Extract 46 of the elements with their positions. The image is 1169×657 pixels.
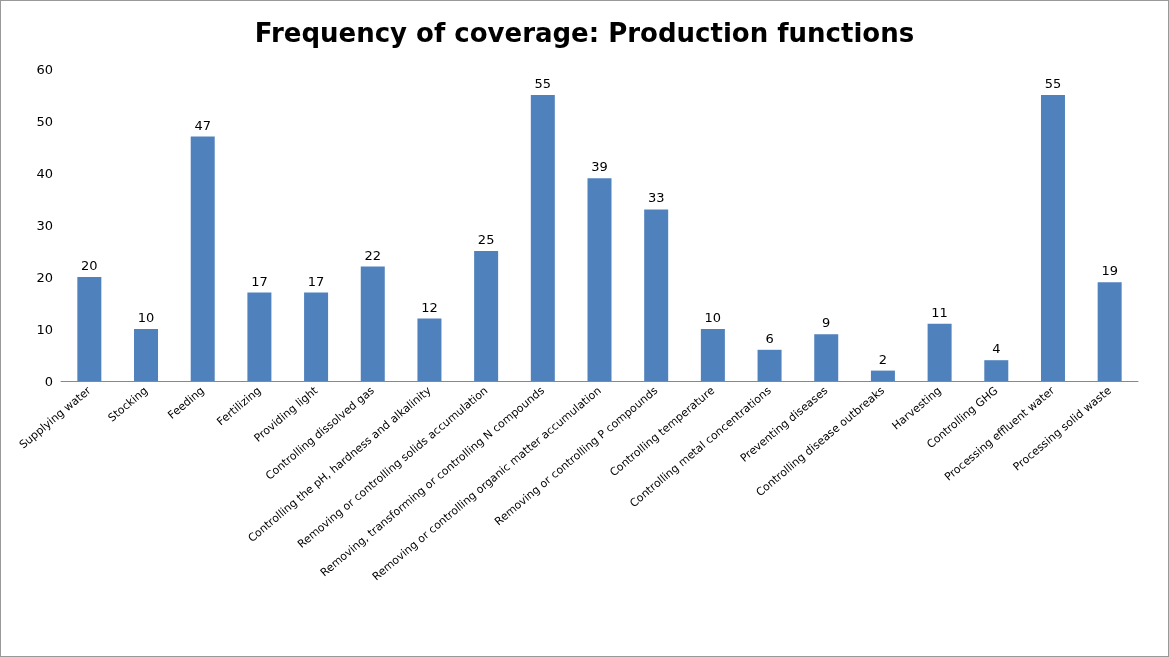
bar xyxy=(644,209,669,381)
bar xyxy=(587,178,612,381)
bar xyxy=(757,349,782,381)
data-label: 55 xyxy=(534,76,552,91)
bar xyxy=(417,318,442,381)
bar xyxy=(77,277,102,381)
bar xyxy=(474,251,499,381)
bar xyxy=(927,323,952,381)
bar xyxy=(984,360,1009,381)
y-tick-label: 40 xyxy=(36,165,53,181)
data-label: 17 xyxy=(251,273,268,289)
bar xyxy=(700,329,725,381)
data-label: 47 xyxy=(194,117,211,133)
bar xyxy=(304,292,329,381)
data-label: 55 xyxy=(1044,76,1062,91)
bar xyxy=(870,370,895,381)
y-tick-label: 30 xyxy=(36,217,53,233)
data-label: 33 xyxy=(647,190,665,206)
data-label: 9 xyxy=(822,315,831,331)
bar xyxy=(1040,95,1065,381)
data-label: 39 xyxy=(591,159,608,175)
data-label: 10 xyxy=(704,310,722,325)
y-tick-label: 10 xyxy=(36,321,53,337)
y-tick-label: 0 xyxy=(44,373,53,389)
bar xyxy=(360,266,385,381)
data-label: 19 xyxy=(1101,263,1118,279)
data-label: 22 xyxy=(364,247,382,263)
data-label: 4 xyxy=(992,341,1001,357)
y-tick-label: 60 xyxy=(36,61,53,77)
bar xyxy=(530,95,555,381)
y-tick-label: 20 xyxy=(36,269,53,285)
data-label: 25 xyxy=(477,232,495,247)
bar xyxy=(134,329,159,381)
data-label: 11 xyxy=(931,304,948,320)
data-label: 2 xyxy=(878,351,888,367)
bar xyxy=(814,334,839,381)
bar xyxy=(1097,282,1122,381)
data-label: 12 xyxy=(421,299,438,315)
bar xyxy=(190,136,215,381)
bar xyxy=(247,292,272,381)
data-label: 20 xyxy=(81,258,98,273)
data-label: 6 xyxy=(765,330,774,346)
data-label: 10 xyxy=(137,310,155,325)
data-label: 17 xyxy=(307,273,325,289)
chart-title: Frequency of coverage: Production functions xyxy=(254,18,915,48)
y-tick-label: 50 xyxy=(36,113,53,129)
